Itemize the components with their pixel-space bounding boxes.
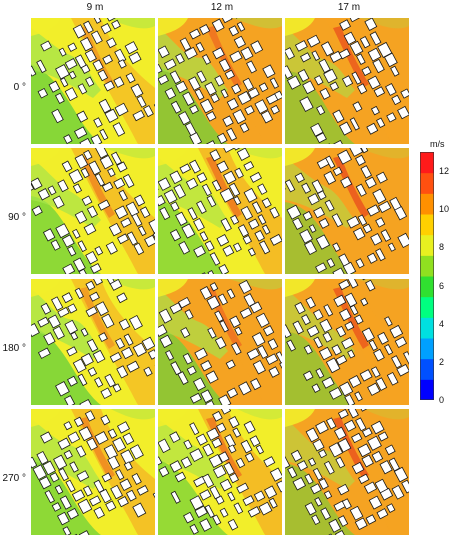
wind-map-panel (31, 148, 155, 274)
wind-map-panel (158, 18, 282, 144)
colorbar (420, 152, 434, 400)
colorbar-segment (420, 255, 434, 277)
wind-map-panel (285, 279, 409, 405)
colorbar-tick-label: 2 (439, 356, 445, 367)
colorbar-segment (420, 276, 434, 298)
wind-map-panel (31, 409, 155, 535)
colorbar-segment (420, 152, 434, 174)
wind-map-panel (31, 18, 155, 144)
colorbar-segment (420, 172, 434, 194)
column-label-9m: 9 m (86, 2, 104, 13)
wind-map-panel (158, 409, 282, 535)
row-label-270deg: 270 ° (2, 473, 26, 484)
colorbar-segment (420, 358, 434, 380)
colorbar-segment (420, 296, 434, 318)
colorbar-segment (420, 379, 434, 400)
wind-map-panel (158, 279, 282, 405)
wind-map-panel (285, 409, 409, 535)
wind-map-panel (285, 18, 409, 144)
row-label-90deg: 90 ° (8, 212, 26, 223)
colorbar-tick-label: 6 (439, 280, 445, 291)
wind-map-panel (285, 148, 409, 274)
colorbar-segment (420, 214, 434, 236)
colorbar-tick-label: 4 (439, 318, 445, 329)
colorbar-tick-label: 0 (439, 395, 445, 405)
colorbar-segment (420, 338, 434, 360)
colorbar-tick-label: 10 (439, 204, 450, 215)
colorbar-segment (420, 234, 434, 256)
colorbar-segment (420, 317, 434, 339)
colorbar-segment (420, 193, 434, 215)
column-label-17m: 17 m (337, 2, 361, 13)
colorbar-unit: m/s (430, 139, 445, 149)
colorbar-tick-label: 8 (439, 242, 445, 253)
wind-map-panel (31, 279, 155, 405)
column-label-12m: 12 m (210, 2, 234, 13)
row-label-180deg: 180 ° (2, 343, 26, 354)
colorbar-tick-label: 12 (439, 166, 450, 177)
wind-map-panel (158, 148, 282, 274)
row-label-0deg: 0 ° (13, 82, 26, 93)
